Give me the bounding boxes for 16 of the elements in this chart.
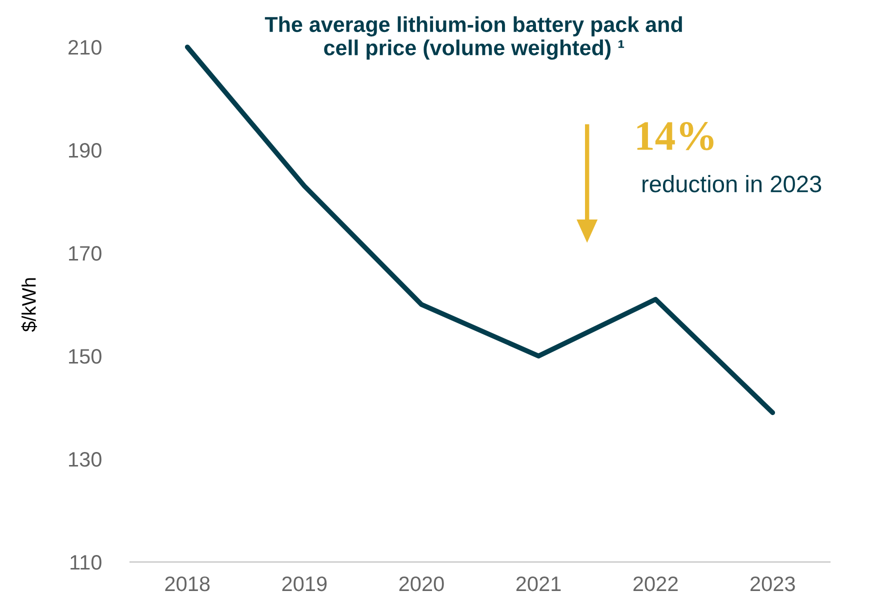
chart-title: The average lithium-ion battery pack and cell price (volume weighted) ¹ — [264, 16, 682, 60]
y-tick-label: 150 — [69, 349, 102, 364]
x-tick-label: 2023 — [750, 576, 795, 592]
annotation: reduction in 2023 — [642, 175, 822, 192]
y-tick-label: 130 — [69, 452, 102, 467]
x-tick-label: 2020 — [399, 576, 444, 592]
x-tick-label: 2022 — [633, 576, 678, 592]
y-tick-label: 190 — [69, 143, 102, 158]
x-tick-label: 2021 — [516, 576, 561, 592]
x-tick-label: 2019 — [282, 576, 327, 592]
y-tick-label: 210 — [68, 40, 102, 55]
annotation: 14% — [637, 122, 714, 150]
y-tick-label: 110 — [70, 555, 102, 570]
y-axis-title: $/kWh — [21, 278, 38, 332]
x-tick-label: 2018 — [165, 576, 210, 592]
y-tick-label: 170 — [69, 246, 102, 261]
